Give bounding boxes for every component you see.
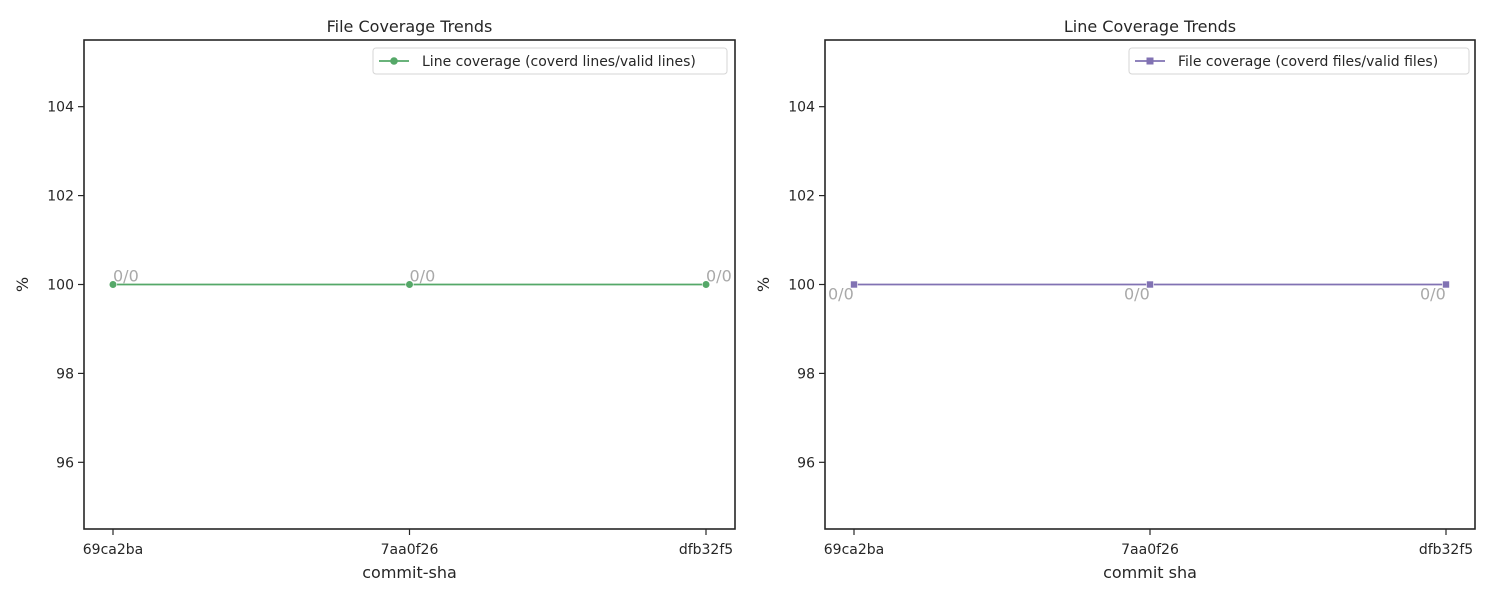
x-tick-label: dfb32f5	[1419, 542, 1473, 558]
data-label: 0/0	[410, 267, 436, 286]
y-tick-label: 98	[56, 366, 74, 382]
x-axis-label: commit-sha	[362, 563, 457, 582]
legend-marker	[390, 57, 398, 65]
data-point-marker	[701, 280, 711, 289]
y-tick-label: 102	[47, 189, 74, 205]
legend-label: Line coverage (coverd lines/valid lines)	[422, 54, 696, 70]
x-tick-label: 7aa0f26	[1121, 542, 1179, 558]
data-label: 0/0	[1124, 285, 1150, 304]
y-tick-label: 96	[797, 455, 815, 471]
y-tick-label: 98	[797, 366, 815, 382]
chart-title: File Coverage Trends	[327, 17, 493, 36]
legend-label: File coverage (coverd files/valid files)	[1178, 54, 1438, 70]
x-tick-label: 69ca2ba	[83, 542, 143, 558]
chart-panel-1: File Coverage Trends 96 98 100 102 104 69ca2ba…	[13, 17, 736, 582]
data-label: 0/0	[113, 267, 139, 286]
y-tick-label: 104	[788, 100, 815, 116]
chart-panel-2: Line Coverage Trends 96 98 100 102 104 69ca2ba…	[754, 17, 1476, 582]
y-tick-label: 100	[788, 278, 815, 294]
y-tick-label: 100	[47, 278, 74, 294]
legend-box	[372, 47, 728, 75]
data-label: 0/0	[1420, 285, 1446, 304]
y-tick-label: 96	[56, 455, 74, 471]
legend-marker	[1146, 57, 1154, 65]
data-label: 0/0	[828, 285, 854, 304]
x-tick-label: dfb32f5	[679, 542, 733, 558]
y-axis-label: %	[13, 277, 32, 292]
y-tick-label: 102	[788, 189, 815, 205]
data-point-marker	[405, 280, 414, 289]
chart-title: Line Coverage Trends	[1064, 17, 1236, 36]
data-point-marker	[1442, 280, 1450, 289]
data-point-marker	[850, 280, 858, 289]
x-tick-label: 7aa0f26	[381, 542, 439, 558]
data-point-marker	[1146, 280, 1154, 289]
data-label: 0/0	[706, 267, 732, 286]
y-axis-label: %	[754, 277, 773, 292]
x-axis-label: commit sha	[1103, 563, 1197, 582]
x-tick-label: 69ca2ba	[824, 542, 884, 558]
y-tick-label: 104	[47, 100, 74, 116]
legend-box	[1128, 47, 1470, 75]
data-point-marker	[108, 280, 118, 289]
